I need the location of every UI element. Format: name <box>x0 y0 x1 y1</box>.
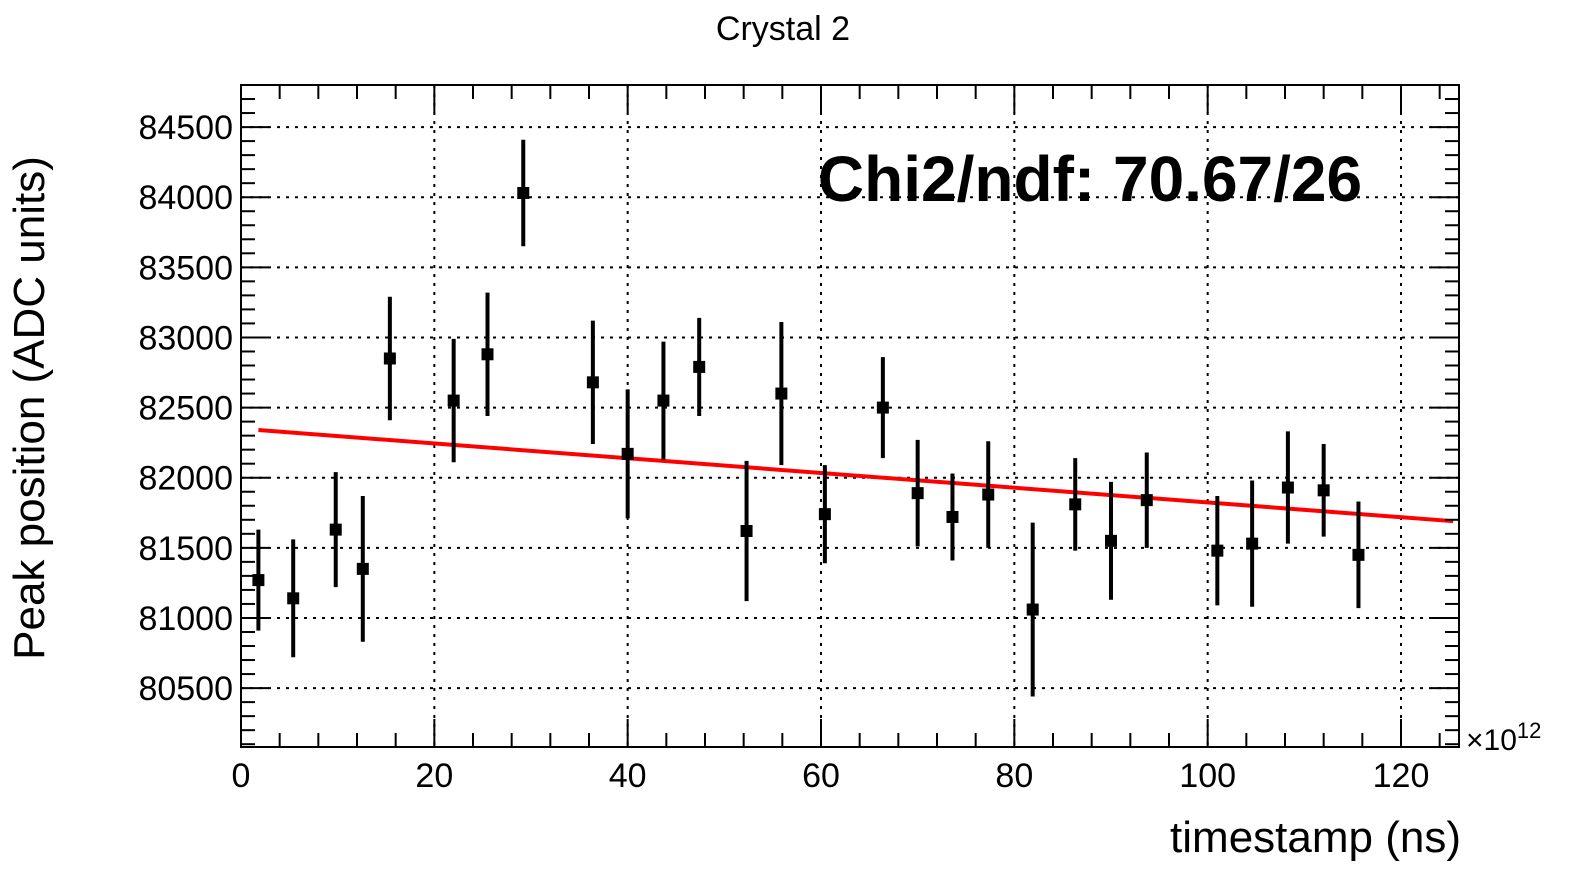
data-point <box>287 592 300 605</box>
data-point <box>946 510 959 523</box>
x-tick-label: 20 <box>415 757 453 795</box>
data-point <box>517 186 530 199</box>
x-tick-label: 120 <box>1373 757 1430 795</box>
x-tick-label: 100 <box>1179 757 1236 795</box>
grid <box>241 85 1459 747</box>
chart-title: Crystal 2 <box>716 10 850 48</box>
data-point <box>1211 544 1224 557</box>
y-tick-label: 81500 <box>138 530 233 568</box>
y-axis-label: Peak position (ADC units) <box>5 156 54 660</box>
data-point <box>383 352 396 365</box>
y-tick-label: 82000 <box>138 460 233 498</box>
y-tick-label: 80500 <box>138 670 233 708</box>
y-tick-label: 83500 <box>138 249 233 287</box>
tick-labels: 0 20 40 60 80 100 120 80500 81000 81500 82000 82500… <box>138 109 1429 795</box>
y-tick-label: 81000 <box>138 600 233 638</box>
y-tick-label: 84500 <box>138 109 233 147</box>
data-point <box>818 508 831 521</box>
y-tick-label: 84000 <box>138 179 233 217</box>
chi2-annotation: Chi2/ndf: 70.67/26 <box>818 143 1362 215</box>
data-point <box>1069 498 1082 511</box>
x-axis-label: timestamp (ns) <box>1170 813 1461 862</box>
x-axis-multiplier-base: ×10 <box>1466 724 1517 757</box>
data-point <box>586 376 599 389</box>
x-tick-label: 60 <box>802 757 840 795</box>
x-tick-label: 80 <box>995 757 1033 795</box>
data-point <box>1317 484 1330 497</box>
data-point <box>1105 534 1117 547</box>
x-tick-label: 0 <box>232 757 251 795</box>
data-point <box>621 447 634 460</box>
data-point <box>329 523 342 536</box>
data-point <box>876 401 889 414</box>
x-axis-multiplier: ×1012 <box>1466 718 1541 757</box>
axes <box>240 84 1460 748</box>
data-point <box>740 525 753 538</box>
data-points <box>252 139 1365 697</box>
data-point <box>1140 494 1153 507</box>
data-point <box>252 574 265 587</box>
data-point <box>693 360 706 373</box>
data-point <box>775 387 788 400</box>
data-point <box>911 487 924 500</box>
data-point <box>657 394 670 407</box>
y-tick-label: 82500 <box>138 390 233 428</box>
data-point <box>1026 603 1039 616</box>
data-point <box>982 488 995 501</box>
data-point <box>481 348 494 361</box>
data-point <box>1352 548 1365 561</box>
y-tick-label: 83000 <box>138 319 233 357</box>
data-point <box>1281 481 1294 494</box>
data-point <box>1246 537 1259 550</box>
plot-frame <box>240 84 1460 748</box>
x-tick-label: 40 <box>609 757 647 795</box>
data-point <box>356 562 369 575</box>
data-point <box>447 394 460 407</box>
x-axis-multiplier-exponent: 12 <box>1517 718 1541 743</box>
